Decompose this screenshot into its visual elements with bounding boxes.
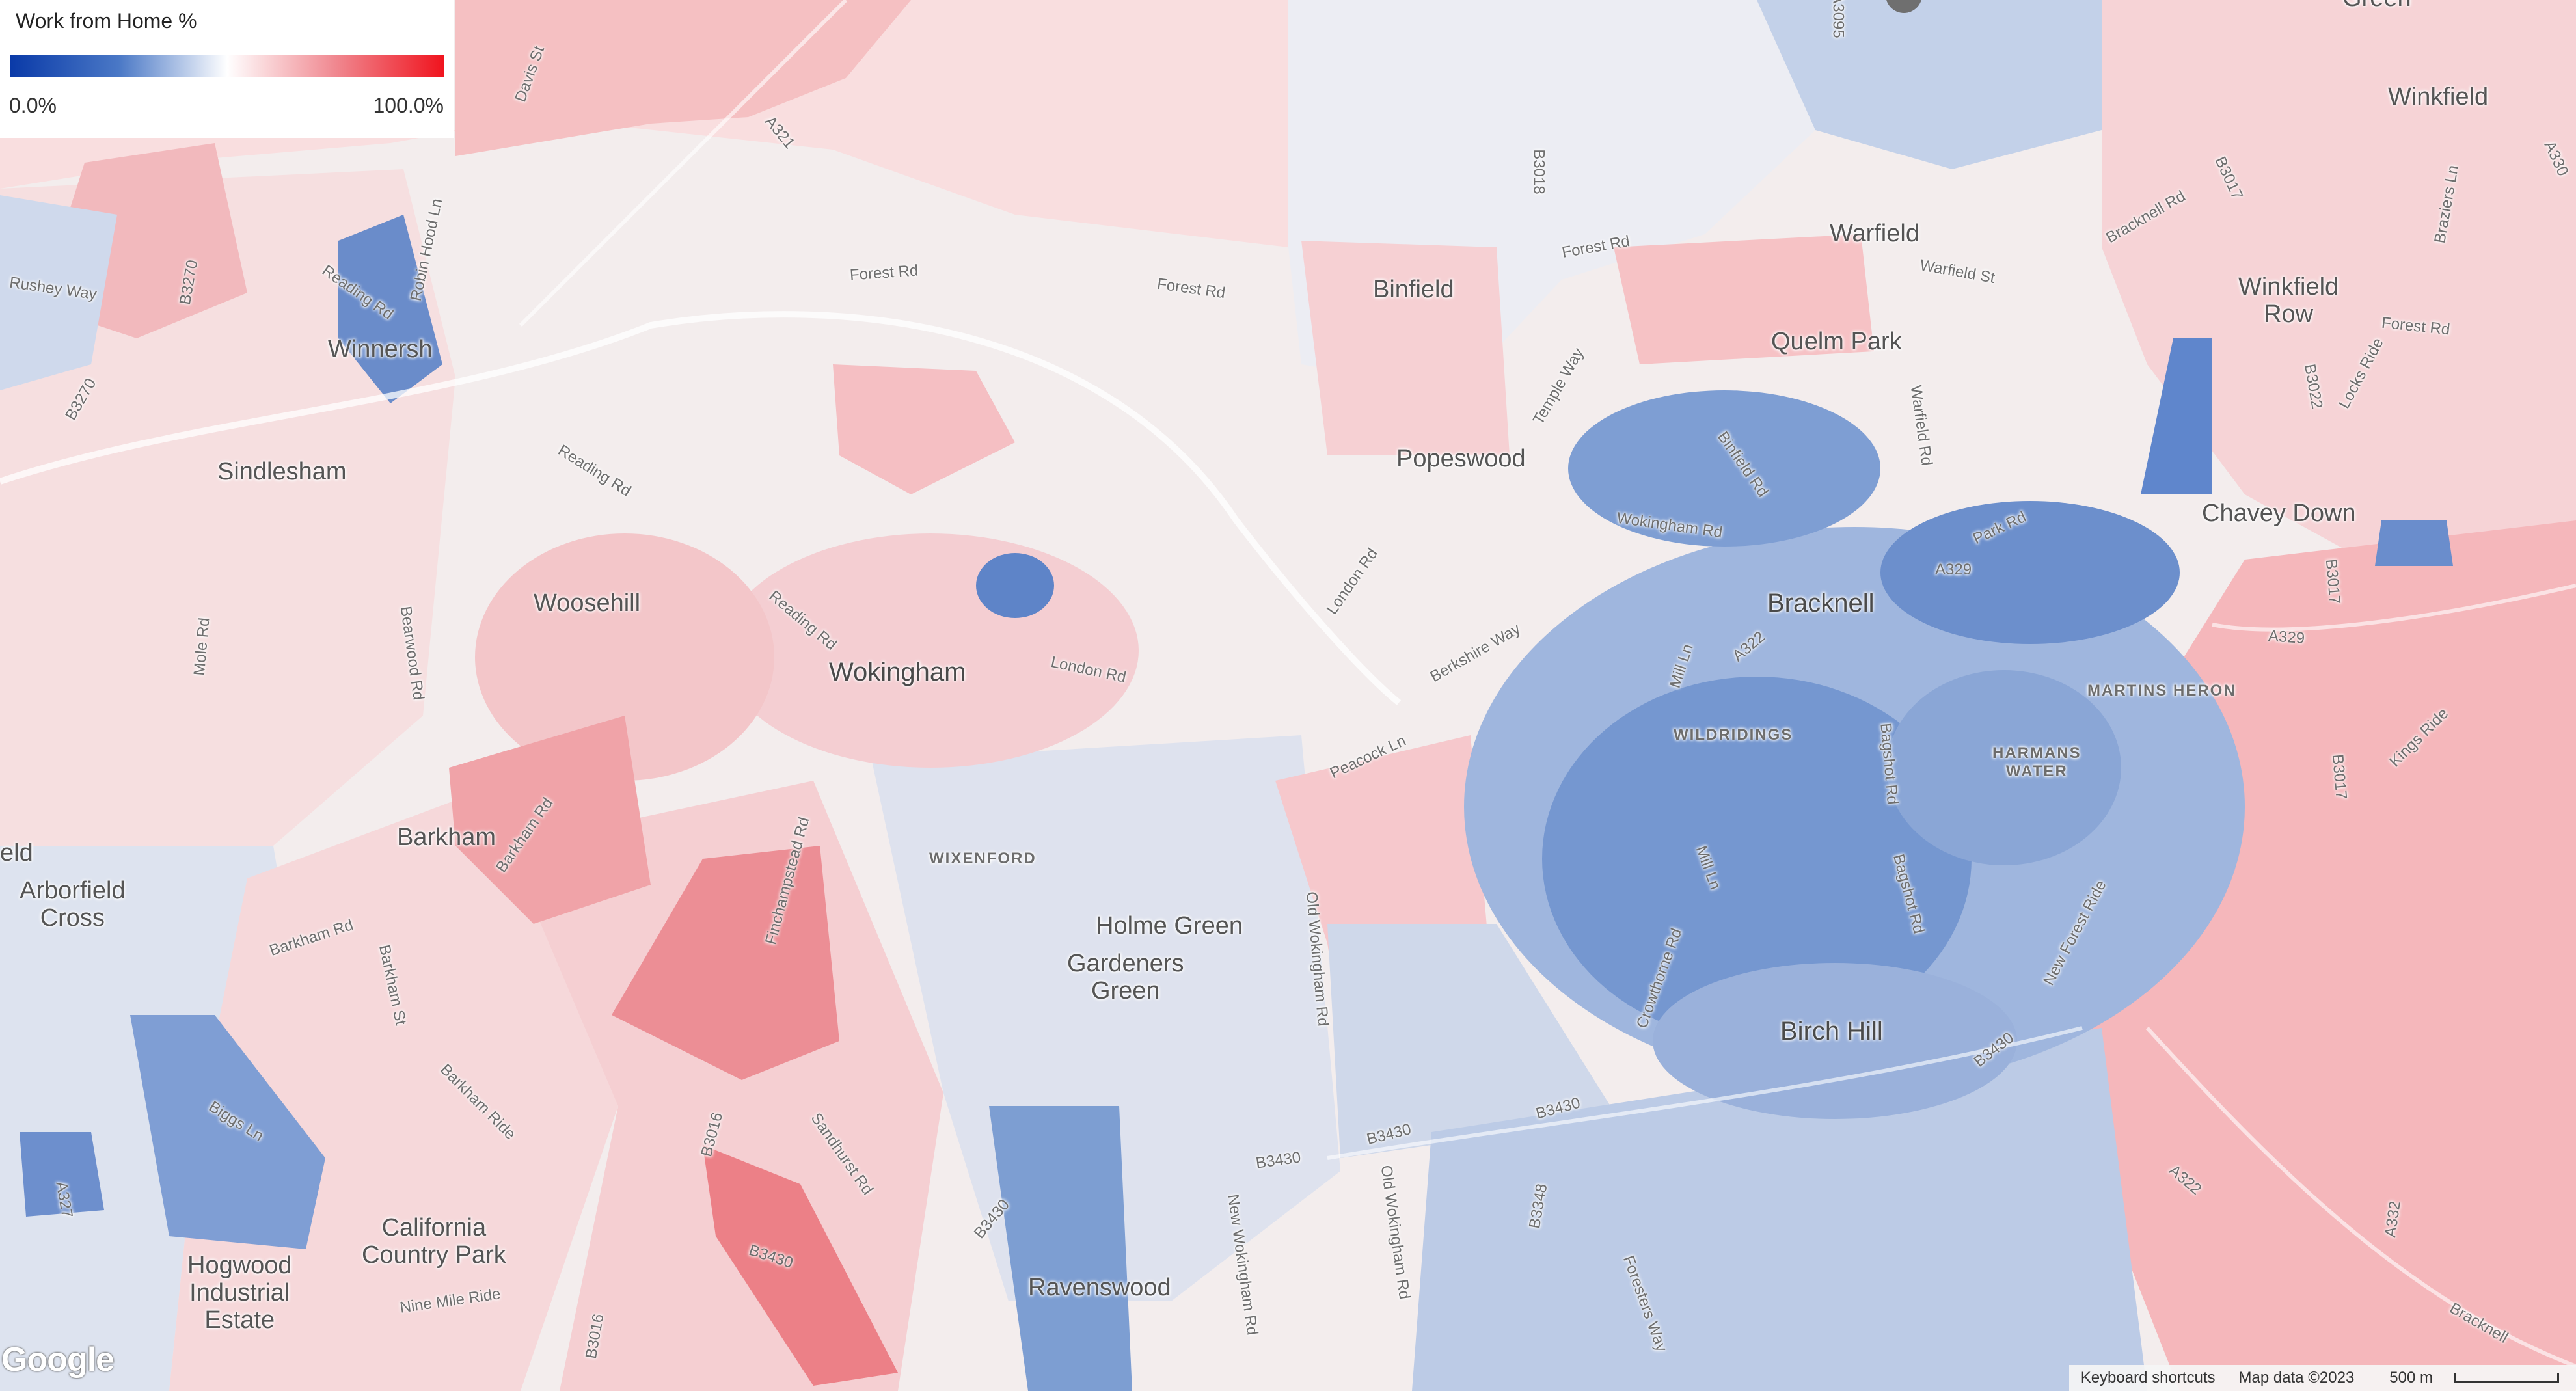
label-bracknell: Bracknell <box>1767 589 1875 617</box>
label-holme-green: Holme Green <box>1096 912 1243 939</box>
region-biggs-blue <box>130 1015 325 1249</box>
region-wokingham-town <box>722 533 1139 768</box>
label-binfield: Binfield <box>1373 276 1454 303</box>
map-pin-icon[interactable] <box>1886 0 1922 13</box>
region-holme-green <box>872 735 1340 1301</box>
region-west-pink <box>0 169 455 898</box>
road-label-b3017-low: B3017 <box>2328 753 2350 800</box>
road-m4 <box>0 311 1402 705</box>
label-martins-heron: MARTINS HERON <box>2087 682 2236 699</box>
label-winkfield: Winkfield <box>2388 83 2489 111</box>
label-wixenford: WIXENFORD <box>929 850 1037 867</box>
google-logo[interactable]: Google <box>1 1341 115 1379</box>
region-wokingham-north <box>833 364 1015 494</box>
legend-min-label: 0.0% <box>9 94 57 117</box>
label-wildridings: WILDRIDINGS <box>1674 726 1793 744</box>
region-winkfield-pink <box>2102 0 2576 566</box>
region-finchampstead-pink <box>508 781 943 1391</box>
label-wokingham: Wokingham <box>829 658 966 686</box>
label-quelm-park: Quelm Park <box>1771 328 1902 355</box>
label-popeswood: Popeswood <box>1396 445 1526 472</box>
label-sindlesham: Sindlesham <box>217 458 347 485</box>
region-barkham-rd-red <box>449 716 651 924</box>
road-label-b3018: B3018 <box>1530 149 1548 195</box>
label-woosehill: Woosehill <box>534 589 641 617</box>
region-woosehill <box>475 533 774 781</box>
road-label-b3017-mid: B3017 <box>2322 558 2344 605</box>
label-harmans-water: HARMANS WATER <box>1992 744 2081 780</box>
label-arborfield-cross: Arborfield Cross <box>20 877 126 932</box>
region-ravenswood-blue <box>989 1106 1132 1391</box>
region-a321-red <box>455 0 911 156</box>
region-chavey-blue2 <box>2375 520 2453 566</box>
region-a327-blue <box>20 1132 104 1217</box>
label-ravenswood: Ravenswood <box>1028 1274 1171 1301</box>
label-warfield: Warfield <box>1830 220 1919 247</box>
label-california-country-park: California Country Park <box>362 1214 506 1269</box>
region-chavey-blue <box>2141 338 2212 494</box>
road-a329 <box>2212 584 2576 632</box>
road-b3430 <box>1327 1026 2083 1160</box>
label-gardeners-green: Gardeners Green <box>1067 950 1184 1005</box>
label-birch-hill: Birch Hill <box>1780 1017 1883 1046</box>
scale-label: 500 m <box>2389 1369 2433 1386</box>
label-winkfield-row: Winkfield Row <box>2238 273 2339 328</box>
label-hogwood-industrial-estate: Hogwood Industrial Estate <box>187 1252 292 1334</box>
legend-gradient-bar <box>10 55 444 77</box>
legend-panel: Work from Home % 0.0% 100.0% <box>0 0 454 138</box>
label-winnersh: Winnersh <box>328 336 433 363</box>
region-rushey-blue <box>0 195 117 390</box>
region-warfield-blue <box>1757 0 2102 169</box>
region-a329-blue <box>1880 501 2180 644</box>
region-wildridings-blue <box>1542 677 1972 1041</box>
attribution-bar: Keyboard shortcuts Map data ©2023 500 m <box>2068 1365 2576 1391</box>
region-quelm-red <box>1614 234 1874 364</box>
region-birch-hill-blue <box>1653 963 2017 1119</box>
label-eld: eld <box>0 839 33 867</box>
road-label-a329-2: A329 <box>2268 627 2305 647</box>
region-wokingham-blue-spot <box>976 553 1054 618</box>
road-a321 <box>519 0 848 327</box>
legend-title: Work from Home % <box>16 9 197 33</box>
label-chavey-down: Chavey Down <box>2202 500 2356 527</box>
region-binfield-blue <box>1568 390 1880 547</box>
region-harmans-blue <box>1887 670 2121 865</box>
road-a322 <box>2145 1026 2576 1368</box>
region-winnersh-blue <box>338 215 442 403</box>
legend-max-label: 100.0% <box>373 94 444 117</box>
scale-bar <box>2454 1373 2559 1383</box>
road-label-a3095: A3095 <box>1829 0 1847 38</box>
region-finchampstead-red <box>612 846 839 1080</box>
scale-control[interactable]: 500 m <box>2366 1369 2576 1387</box>
region-b3430-red <box>703 1145 898 1386</box>
region-binfield-pink <box>1301 241 1510 455</box>
map-data-link[interactable]: Map data ©2023 <box>2238 1369 2355 1386</box>
keyboard-shortcuts-link[interactable]: Keyboard shortcuts <box>2080 1369 2216 1386</box>
label-green-top: Green <box>2342 0 2411 12</box>
label-barkham: Barkham <box>397 824 496 851</box>
road-label-a329-1: A329 <box>1935 561 1972 578</box>
region-old-wokingham <box>1327 924 1627 1158</box>
